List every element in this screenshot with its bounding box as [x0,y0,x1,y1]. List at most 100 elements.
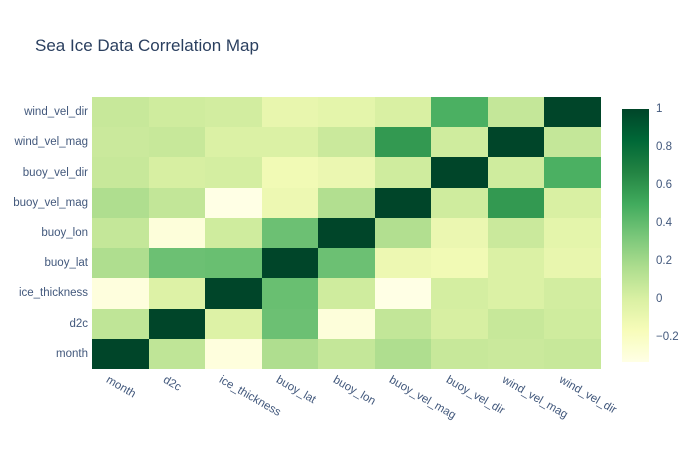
y-tick-label: wind_vel_mag [14,136,88,149]
heatmap-cell[interactable] [148,97,206,128]
heatmap-cell[interactable] [205,157,263,189]
heatmap-cell[interactable] [374,308,432,340]
heatmap-cell[interactable] [261,248,319,279]
heatmap-cell[interactable] [261,338,319,370]
chart-title: Sea Ice Data Correlation Map [35,36,259,55]
heatmap-cell[interactable] [148,187,206,219]
heatmap-cell[interactable] [487,157,545,189]
heatmap-cell[interactable] [92,97,150,128]
y-tick-label: d2c [69,317,88,330]
y-tick-label: buoy_vel_dir [22,166,88,179]
heatmap-cell[interactable] [374,187,432,219]
heatmap-cell[interactable] [431,187,489,219]
heatmap-cell[interactable] [431,308,489,340]
heatmap-cell[interactable] [544,127,602,158]
heatmap-cell[interactable] [431,127,489,158]
heatmap-cell[interactable] [431,278,489,310]
heatmap-cell[interactable] [92,157,150,189]
heatmap-cell[interactable] [92,338,150,370]
heatmap-cell[interactable] [205,278,263,310]
colorbar-tick-label: 0 [656,293,663,306]
heatmap-cell[interactable] [431,338,489,370]
heatmap-cell[interactable] [205,338,263,370]
heatmap-cell[interactable] [261,278,319,310]
heatmap-cell[interactable] [261,127,319,158]
heatmap-cell[interactable] [318,338,376,370]
heatmap-cell[interactable] [148,217,206,249]
heatmap-cell[interactable] [487,338,545,370]
heatmap-cell[interactable] [205,127,263,158]
heatmap-cell[interactable] [318,97,376,128]
heatmap-cell[interactable] [487,217,545,249]
x-tick-label: month [104,374,138,401]
heatmap-cell[interactable] [261,308,319,340]
x-tick-label: buoy_lat [273,374,318,407]
y-tick-label: buoy_lat [44,257,88,270]
heatmap-cell[interactable] [205,308,263,340]
heatmap-cell[interactable] [544,278,602,310]
heatmap-cell[interactable] [148,248,206,279]
heatmap-cell[interactable] [374,97,432,128]
y-tick-label: buoy_vel_mag [13,196,88,209]
heatmap-cell[interactable] [92,127,150,158]
heatmap-cell[interactable] [318,308,376,340]
heatmap-cell[interactable] [318,248,376,279]
heatmap-cell[interactable] [318,157,376,189]
colorbar-tick-label: 0.2 [656,255,672,268]
y-tick-label: wind_vel_dir [24,106,88,119]
heatmap-cell[interactable] [431,97,489,128]
heatmap-cell[interactable] [544,157,602,189]
heatmap-cell[interactable] [261,97,319,128]
heatmap-cell[interactable] [261,217,319,249]
heatmap-cell[interactable] [431,217,489,249]
heatmap-cell[interactable] [92,308,150,340]
heatmap-cell[interactable] [318,127,376,158]
heatmap-cell[interactable] [148,157,206,189]
heatmap-cell[interactable] [261,157,319,189]
heatmap-cell[interactable] [148,338,206,370]
heatmap-cell[interactable] [374,217,432,249]
heatmap-cell[interactable] [544,187,602,219]
x-tick-label: buoy_lon [330,374,377,408]
heatmap-cell[interactable] [261,187,319,219]
heatmap-cell[interactable] [205,187,263,219]
colorbar-tick-label: −0.2 [656,331,679,344]
heatmap-cell[interactable] [148,308,206,340]
heatmap-cell[interactable] [544,97,602,128]
heatmap-cell[interactable] [205,217,263,249]
x-tick-label: d2c [160,374,183,394]
colorbar-tick-label: 0.6 [656,179,672,192]
heatmap-cell[interactable] [318,278,376,310]
y-tick-label: ice_thickness [18,287,88,300]
heatmap-cell[interactable] [487,308,545,340]
heatmap-cell[interactable] [374,157,432,189]
heatmap-cell[interactable] [205,248,263,279]
heatmap-cell[interactable] [148,278,206,310]
heatmap-cell[interactable] [205,97,263,128]
heatmap-cell[interactable] [318,187,376,219]
heatmap-cell[interactable] [92,187,150,219]
colorbar-tick-label: 1 [656,103,663,115]
heatmap-cell[interactable] [544,248,602,279]
heatmap-cell[interactable] [487,278,545,310]
heatmap-cell[interactable] [487,127,545,158]
heatmap-cell[interactable] [544,217,602,249]
heatmap-cell[interactable] [487,248,545,279]
heatmap-cell[interactable] [431,248,489,279]
heatmap-cell[interactable] [92,248,150,279]
heatmap-cell[interactable] [148,127,206,158]
heatmap-cell[interactable] [374,278,432,310]
heatmap-cell[interactable] [374,127,432,158]
heatmap-cell[interactable] [374,248,432,279]
heatmap-cell[interactable] [92,278,150,310]
heatmap-cell[interactable] [92,217,150,249]
heatmap-cell[interactable] [374,338,432,370]
heatmap-cell[interactable] [487,187,545,219]
heatmap-cell[interactable] [318,217,376,249]
heatmap-cell[interactable] [487,97,545,128]
heatmap-plot [92,97,602,370]
heatmap-cell[interactable] [544,308,602,340]
heatmap-cell[interactable] [431,157,489,189]
heatmap-cell[interactable] [544,338,602,370]
